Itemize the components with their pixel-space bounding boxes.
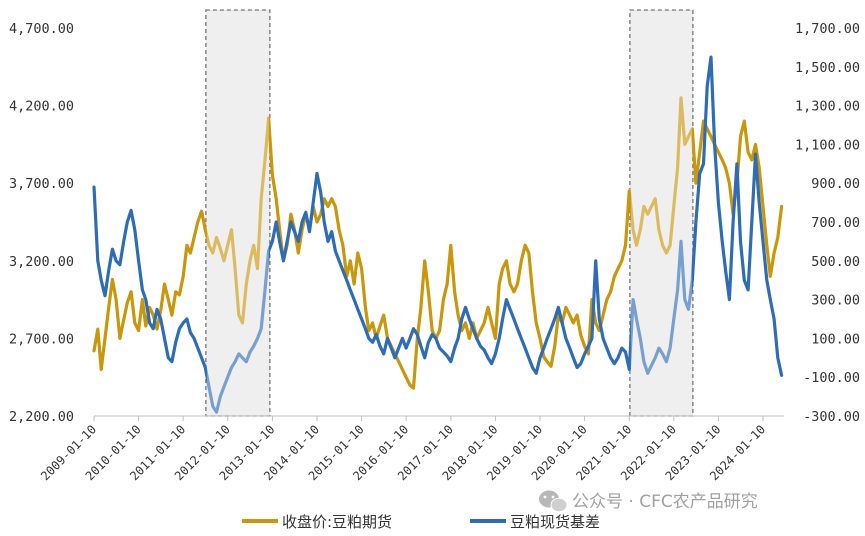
- y-left-tick-label-3: 3,700.00: [9, 176, 74, 192]
- highlight-overlay-2: [630, 11, 692, 415]
- y-right-tick-label-9: 1,500.00: [795, 60, 860, 76]
- watermark-text: 公众号 · CFC农产品研究: [572, 492, 758, 512]
- y-right-tick-label-1: -100.00: [803, 370, 860, 386]
- legend-item-basis: 豆粕现货基差: [470, 513, 600, 531]
- y-right-tick-label-0: -300.00: [803, 409, 860, 425]
- legend-item-price: 收盘价:豆粕期货: [242, 513, 392, 531]
- y-right-tick-label-10: 1,700.00: [795, 21, 860, 37]
- legend-label-price: 收盘价:豆粕期货: [282, 513, 392, 531]
- legend-label-basis: 豆粕现货基差: [510, 513, 600, 531]
- y-left-tick-label-5: 4,700.00: [9, 21, 74, 37]
- y-left-tick-label-4: 4,200.00: [9, 99, 74, 115]
- y-axis-right-ticks: -300.00 -100.00 100.00 300.00 500.00 700.00 90…: [795, 21, 860, 425]
- x-axis-ticks: 2009-01-102010-01-102011-01-102012-01-10…: [38, 416, 768, 483]
- series-line-basis: [92, 55, 784, 414]
- series-lines: [92, 11, 784, 415]
- y-right-tick-label-5: 700.00: [811, 215, 860, 231]
- series-line-price: [92, 96, 784, 390]
- y-right-tick-label-8: 1,300.00: [795, 99, 860, 115]
- y-left-tick-label-0: 2,200.00: [9, 409, 74, 425]
- legend: 收盘价:豆粕期货 豆粕现货基差: [242, 513, 600, 531]
- highlight-overlay-1: [206, 11, 269, 415]
- watermark: 公众号 · CFC农产品研究: [539, 490, 758, 513]
- y-right-tick-label-6: 900.00: [811, 176, 860, 192]
- y-left-tick-label-2: 3,200.00: [9, 254, 74, 270]
- y-left-tick-label-1: 2,700.00: [9, 331, 74, 347]
- y-right-tick-label-3: 300.00: [811, 293, 860, 309]
- y-right-tick-label-4: 500.00: [811, 254, 860, 270]
- y-axis-left-ticks: 2,200.00 2,700.00 3,200.00 3,700.00 4,200.00…: [9, 21, 74, 425]
- wechat-icon: [539, 490, 568, 513]
- y-right-tick-label-7: 1,100.00: [795, 137, 860, 153]
- y-right-tick-label-2: 100.00: [811, 331, 860, 347]
